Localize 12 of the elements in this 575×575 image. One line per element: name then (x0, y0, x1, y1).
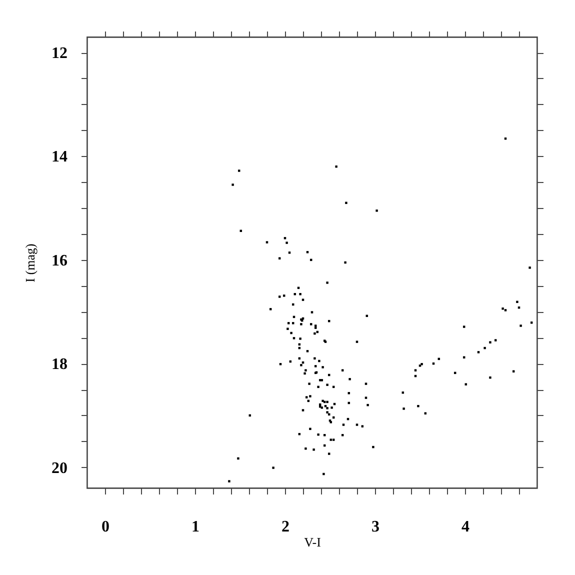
x-tick-label: 2 (282, 518, 290, 536)
x-tick-label: 1 (192, 518, 200, 536)
x-axis-title: V-I (304, 534, 321, 550)
y-tick-label: 14 (52, 148, 68, 166)
y-tick-label: 18 (52, 356, 68, 374)
x-tick-label: 4 (462, 518, 470, 536)
x-tick-label: 0 (102, 518, 110, 536)
y-tick-label: 12 (52, 45, 68, 62)
y-axis-title: I (mag) (22, 244, 38, 282)
y-tick-label: 16 (52, 252, 68, 270)
y-tick-label: 20 (52, 460, 68, 477)
x-tick-label: 3 (372, 518, 380, 536)
